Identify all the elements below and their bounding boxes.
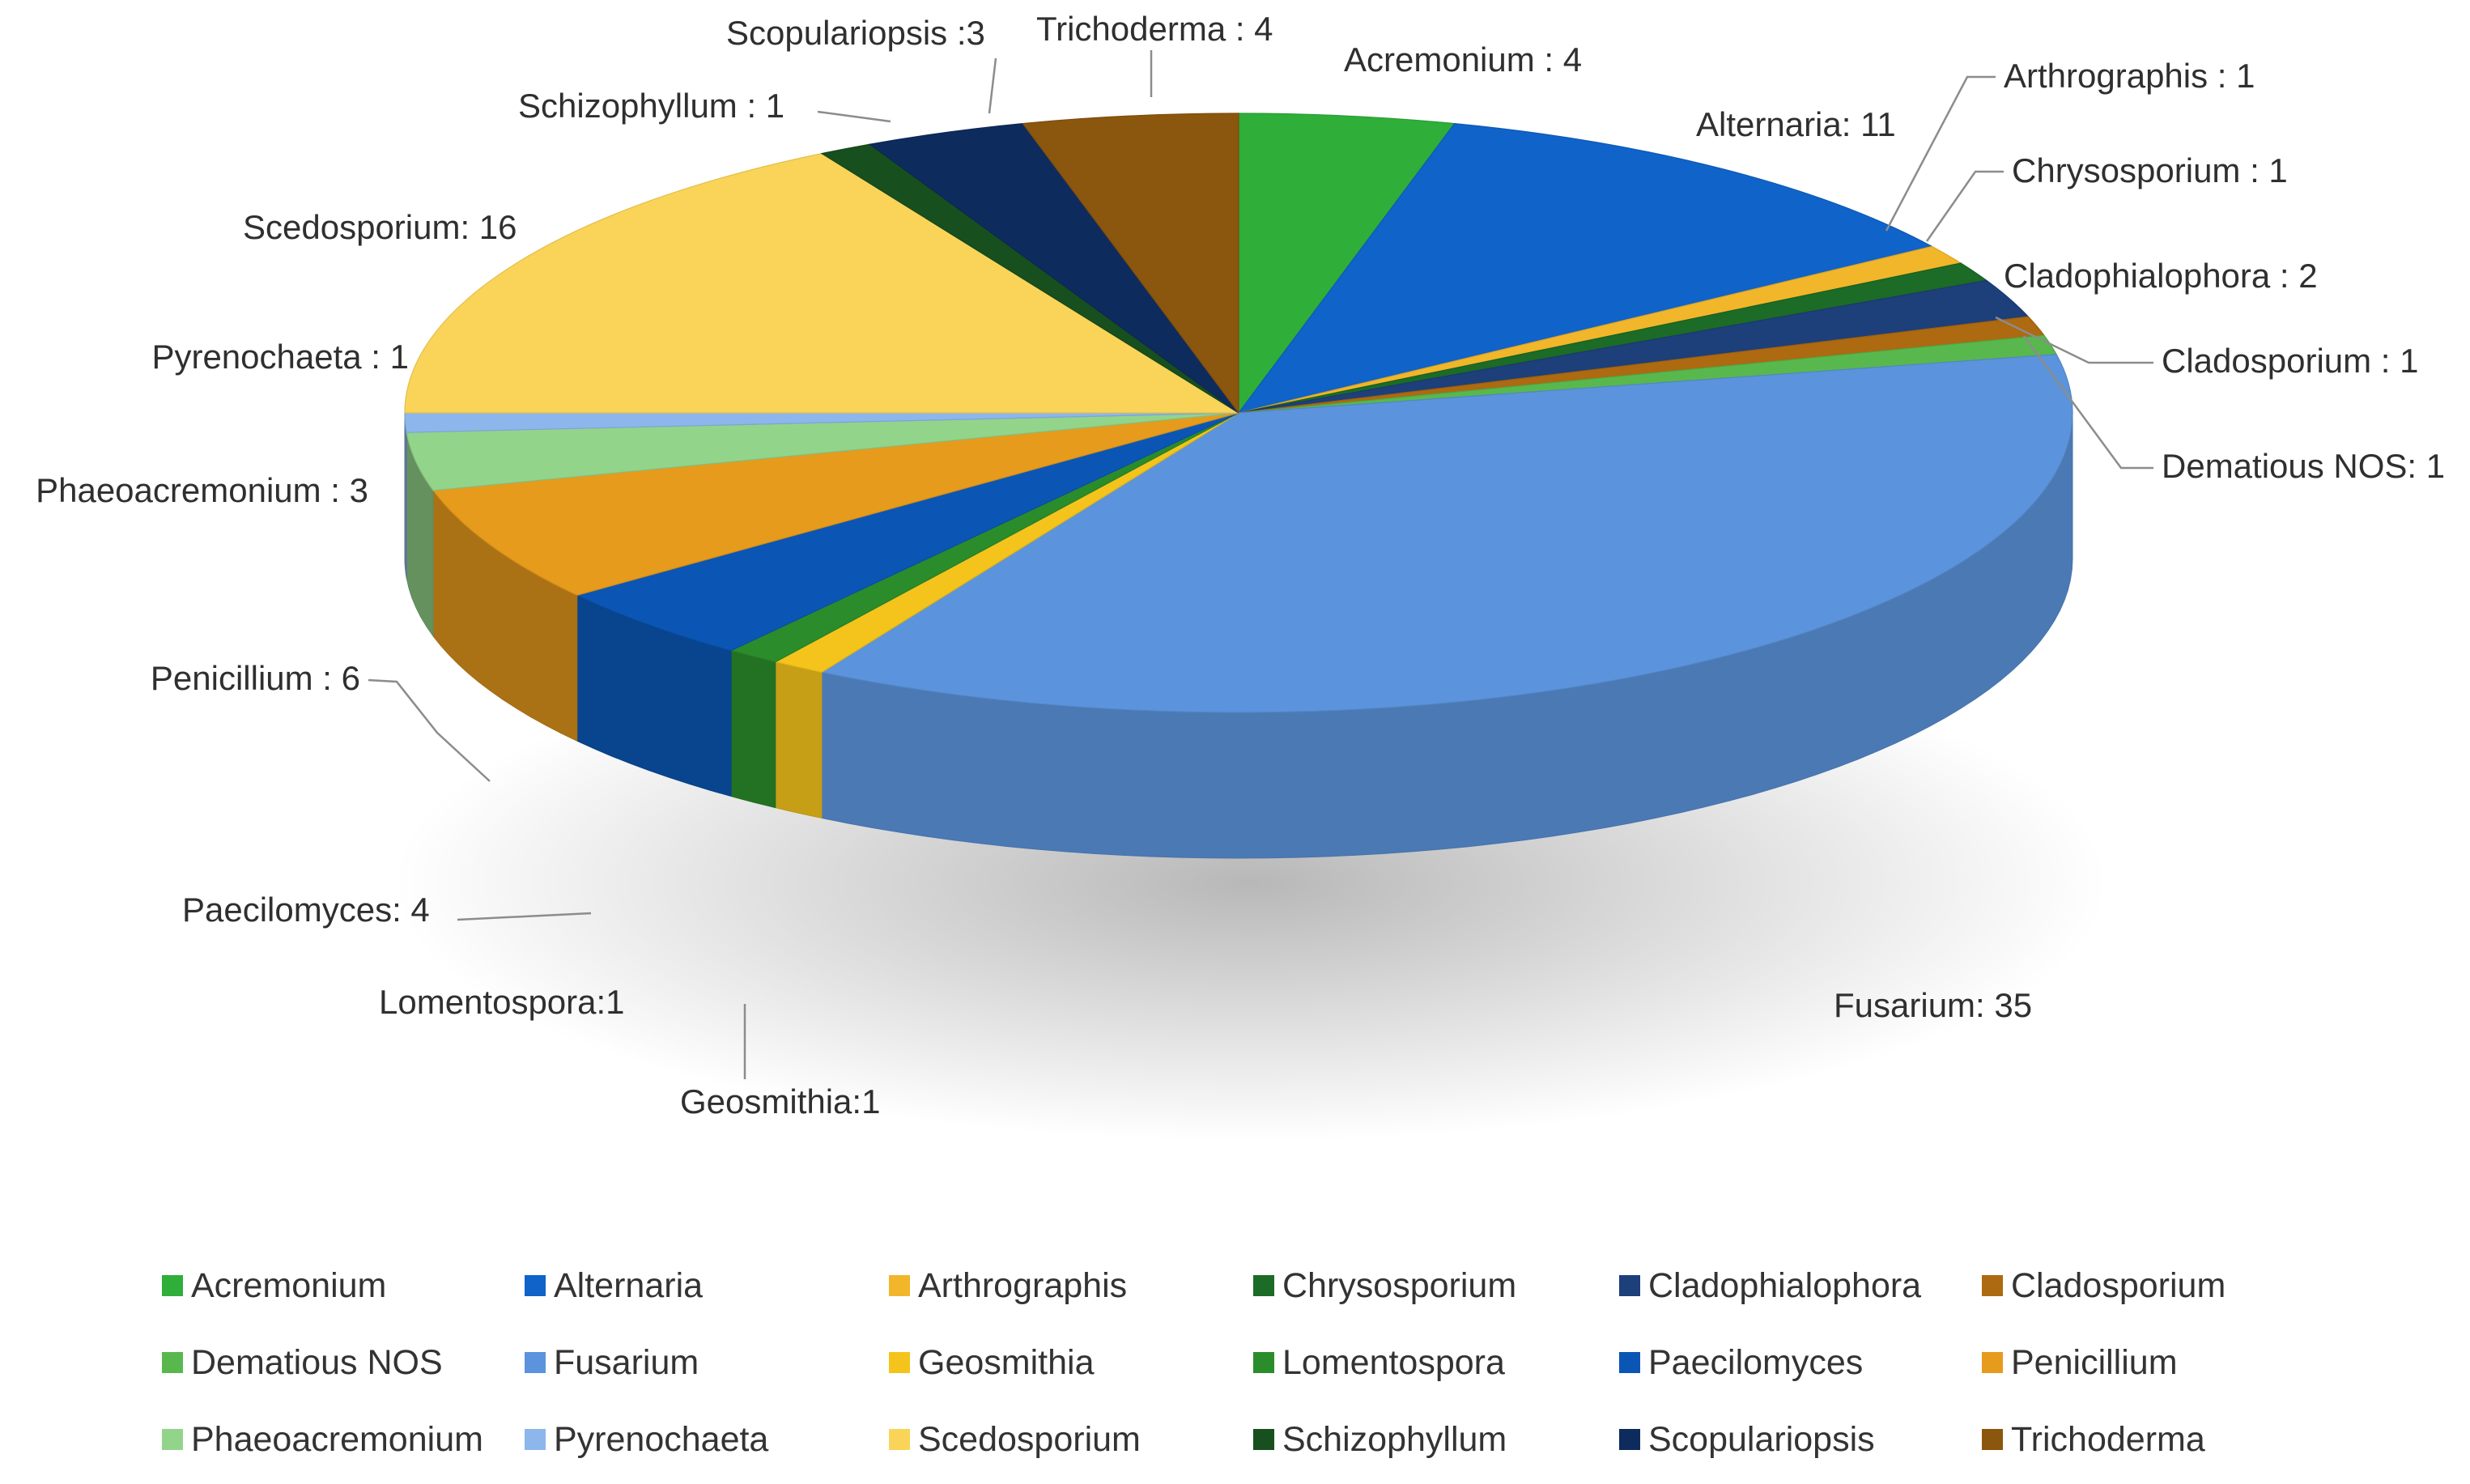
legend-swatch — [1253, 1275, 1274, 1296]
legend-item-scedosporium: Scedosporium — [889, 1420, 1141, 1459]
leader-line-scopulariopsis — [988, 57, 997, 114]
slice-labels: Acremonium : 4 Alternaria: 11 Arthrographi… — [36, 10, 2445, 1120]
legend-swatch — [1982, 1275, 2003, 1296]
pie-slice-scedosporium — [404, 152, 1241, 414]
legend-label: Scopulariopsis — [1648, 1420, 1875, 1459]
data-label-alternaria: Alternaria: 11 — [1696, 105, 1896, 143]
data-label-schizophyllum: Schizophyllum : 1 — [518, 87, 784, 125]
legend-item-dematious-nos: Dematious NOS — [162, 1343, 443, 1382]
pie-top — [404, 113, 2073, 713]
leader-line-chrysosporium — [1925, 170, 2004, 242]
legend-item-paecilomyces: Paecilomyces — [1619, 1343, 1863, 1382]
legend-label: Arthrographis — [918, 1266, 1127, 1305]
legend-label: Geosmithia — [918, 1343, 1095, 1382]
legend-label: Paecilomyces — [1648, 1343, 1863, 1382]
leader-line-schizophyllum — [817, 110, 891, 123]
legend-label: Acremonium — [191, 1266, 386, 1305]
data-label-trichoderma: Trichoderma : 4 — [1036, 10, 1273, 48]
legend-swatch — [525, 1352, 546, 1373]
legend-label: Dematious NOS — [191, 1343, 443, 1382]
data-label-acremonium: Acremonium : 4 — [1344, 40, 1582, 79]
legend-label: Pyrenochaeta — [554, 1420, 768, 1459]
legend-label: Lomentospora — [1282, 1343, 1505, 1382]
leader-line-cladosporium — [1995, 316, 2153, 364]
legend-item-acremonium: Acremonium — [162, 1266, 386, 1305]
legend-swatch — [162, 1275, 183, 1296]
legend-item-alternaria: Alternaria — [525, 1266, 703, 1305]
data-label-arthrographis: Arthrographis : 1 — [2004, 57, 2255, 95]
legend-swatch — [1619, 1429, 1640, 1450]
data-label-penicillium: Penicillium : 6 — [151, 659, 360, 697]
data-label-paecilomyces: Paecilomyces: 4 — [182, 891, 430, 929]
legend-item-cladosporium: Cladosporium — [1982, 1266, 2226, 1305]
legend-swatch — [1982, 1352, 2003, 1373]
pie-side-lomentospora — [730, 649, 776, 809]
legend-swatch — [1619, 1352, 1640, 1373]
legend-item-lomentospora: Lomentospora — [1253, 1343, 1505, 1382]
legend-swatch — [162, 1352, 183, 1373]
pie-side-pyrenochaeta — [404, 412, 407, 579]
legend-item-fusarium: Fusarium — [525, 1343, 699, 1382]
legend-label: Cladophialophora — [1648, 1266, 1921, 1305]
pie-slice-acremonium — [1238, 113, 1456, 415]
leader-line-arthrographis — [1885, 75, 1996, 232]
legend-item-phaeoacremonium: Phaeoacremonium — [162, 1420, 483, 1459]
legend-swatch — [162, 1429, 183, 1450]
data-label-fusarium: Fusarium: 35 — [1834, 986, 2032, 1024]
legend-item-cladophialophora: Cladophialophora — [1619, 1266, 1921, 1305]
pie-slice-penicillium — [432, 412, 1239, 596]
legend-item-penicillium: Penicillium — [1982, 1343, 2178, 1382]
legend-label: Fusarium — [554, 1343, 699, 1382]
leader-line-penicillium — [368, 678, 491, 782]
data-label-scopulariopsis: Scopulariopsis :3 — [726, 14, 985, 52]
legend-label: Cladosporium — [2011, 1266, 2226, 1305]
legend-swatch — [1253, 1352, 1274, 1373]
legend: Acremonium Alternaria Arthrographis Chrysos… — [162, 1266, 2226, 1459]
leader-line-dematious-nos — [2022, 335, 2153, 470]
data-label-pyrenochaeta: Pyrenochaeta : 1 — [151, 338, 409, 376]
data-label-scedosporium: Scedosporium: 16 — [243, 208, 517, 246]
legend-swatch — [525, 1275, 546, 1296]
leader-line-paecilomyces — [457, 912, 592, 921]
legend-swatch — [889, 1429, 910, 1450]
legend-label: Trichoderma — [2011, 1420, 2205, 1459]
legend-label: Chrysosporium — [1282, 1266, 1516, 1305]
data-label-geosmithia: Geosmithia:1 — [680, 1082, 880, 1120]
legend-item-geosmithia: Geosmithia — [889, 1343, 1095, 1382]
data-label-cladophialophora: Cladophialophora : 2 — [2004, 257, 2318, 295]
data-label-cladosporium: Cladosporium : 1 — [2162, 342, 2418, 380]
data-label-phaeoacremonium: Phaeoacremonium : 3 — [36, 471, 368, 509]
legend-label: Phaeoacremonium — [191, 1420, 483, 1459]
data-label-lomentospora: Lomentospora:1 — [379, 983, 625, 1021]
legend-item-schizophyllum: Schizophyllum — [1253, 1420, 1507, 1459]
legend-swatch — [889, 1352, 910, 1373]
data-label-chrysosporium: Chrysosporium : 1 — [2012, 151, 2288, 189]
legend-swatch — [1619, 1275, 1640, 1296]
pie-slice-fusarium — [820, 354, 2073, 713]
pie-slice-paecilomyces — [576, 412, 1239, 652]
legend-label: Penicillium — [2011, 1343, 2178, 1382]
pie-slice-trichoderma — [1022, 113, 1239, 415]
legend-swatch — [1982, 1429, 2003, 1450]
legend-label: Schizophyllum — [1282, 1420, 1507, 1459]
legend-swatch — [525, 1429, 546, 1450]
legend-label: Alternaria — [554, 1266, 703, 1305]
data-label-dematious-nos: Dematious NOS: 1 — [2162, 447, 2445, 485]
legend-swatch — [889, 1275, 910, 1296]
pie-side-geosmithia — [775, 661, 823, 819]
legend-item-trichoderma: Trichoderma — [1982, 1420, 2205, 1459]
legend-item-chrysosporium: Chrysosporium — [1253, 1266, 1516, 1305]
legend-item-scopulariopsis: Scopulariopsis — [1619, 1420, 1875, 1459]
legend-item-arthrographis: Arthrographis — [889, 1266, 1127, 1305]
legend-label: Scedosporium — [918, 1420, 1141, 1459]
legend-item-pyrenochaeta: Pyrenochaeta — [525, 1420, 768, 1459]
legend-swatch — [1253, 1429, 1274, 1450]
